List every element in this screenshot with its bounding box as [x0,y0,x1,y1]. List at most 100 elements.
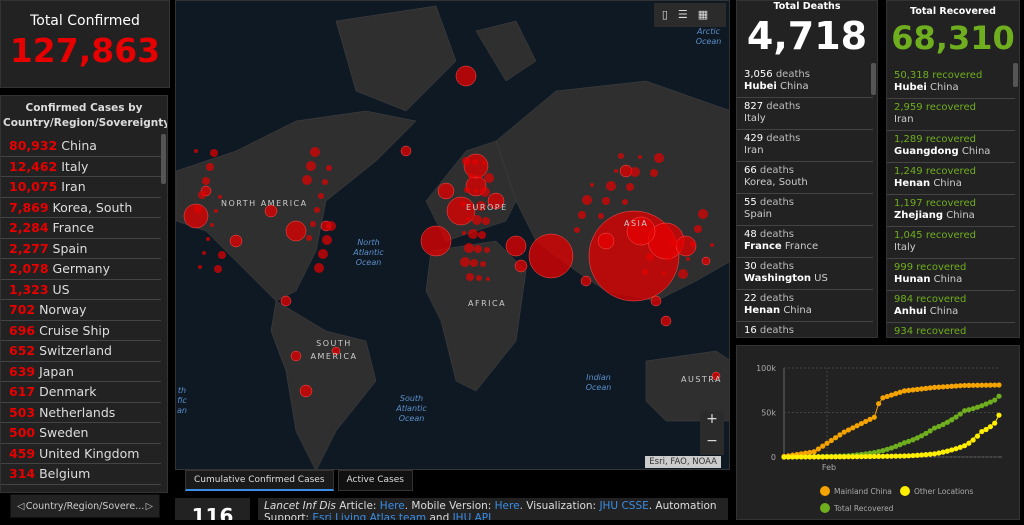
case-bubble[interactable] [642,269,648,275]
case-bubble[interactable] [666,255,672,261]
data-point[interactable] [815,454,821,460]
data-point[interactable] [798,454,804,460]
case-bubble[interactable] [464,187,470,193]
data-point[interactable] [923,430,929,437]
case-bubble[interactable] [466,217,470,221]
data-point[interactable] [944,383,950,390]
data-point[interactable] [811,454,817,460]
case-bubble[interactable] [618,153,624,159]
deaths-item[interactable]: 3,056 deaths Hubei China [737,66,873,98]
data-point[interactable] [837,432,843,438]
case-bubble[interactable] [598,213,604,219]
data-point[interactable] [833,435,839,441]
list-item[interactable]: 2,078 Germany [1,259,161,280]
recovered-item[interactable]: 50,318 recovered Hubei China [887,67,1015,99]
data-point[interactable] [828,454,834,460]
data-point[interactable] [828,437,834,444]
case-bubble[interactable] [678,269,688,279]
case-bubble[interactable] [466,273,474,281]
case-bubble[interactable] [602,197,610,205]
case-bubble[interactable] [606,181,616,191]
case-bubble[interactable] [468,229,478,239]
case-bubble[interactable] [482,217,490,225]
data-point[interactable] [927,385,933,391]
case-bubble[interactable] [480,187,490,197]
data-point[interactable] [781,454,787,460]
data-point[interactable] [785,454,791,460]
data-point[interactable] [953,414,959,420]
data-point[interactable] [893,443,899,449]
data-point[interactable] [987,424,993,430]
case-bubble[interactable] [662,271,666,275]
case-bubble[interactable] [480,261,486,267]
case-bubble[interactable] [646,253,654,261]
data-point[interactable] [979,382,985,388]
list-item[interactable]: 7,869 Korea, South [1,198,161,218]
data-point[interactable] [962,443,968,449]
data-point[interactable] [850,425,856,431]
case-bubble[interactable] [622,199,628,205]
case-bubble[interactable] [420,225,452,257]
data-point[interactable] [927,451,933,457]
case-bubble[interactable] [202,177,210,185]
list-item[interactable]: 702 Norway [1,300,161,321]
list-item[interactable]: 639 Japan [1,362,161,382]
data-point[interactable] [919,433,925,439]
data-point[interactable] [790,454,796,460]
data-point[interactable] [910,437,916,443]
data-point[interactable] [983,382,989,388]
case-bubble[interactable] [590,183,594,187]
data-point[interactable] [992,420,998,426]
data-point[interactable] [940,384,946,390]
data-point[interactable] [919,452,925,458]
data-point[interactable] [970,405,976,412]
data-point[interactable] [987,399,993,405]
case-bubble[interactable] [514,259,528,273]
data-point[interactable] [897,442,903,448]
case-bubble[interactable] [482,161,486,165]
case-bubble[interactable] [229,234,243,248]
data-point[interactable] [897,453,903,459]
recovered-item[interactable]: 1,197 recovered Zhejiang China [887,195,1015,227]
case-bubble[interactable] [463,153,489,179]
data-point[interactable] [923,385,929,391]
case-bubble[interactable] [476,275,482,281]
data-point[interactable] [858,453,864,460]
data-point[interactable] [979,428,985,435]
list-icon[interactable]: ☰ [677,8,698,21]
case-bubble[interactable] [670,239,678,247]
list-item[interactable]: 503 Netherlands [1,403,161,423]
data-point[interactable] [953,446,959,452]
recovered-item[interactable]: 2,959 recovered Iran [887,99,1015,131]
bookmark-icon[interactable]: ▯ [661,8,678,21]
case-bubble[interactable] [630,167,640,177]
deaths-item[interactable]: 48 deaths France France [737,226,873,258]
data-point[interactable] [880,395,886,401]
case-bubble[interactable] [476,201,486,211]
data-point[interactable] [996,412,1002,418]
data-point[interactable] [824,454,830,460]
case-bubble[interactable] [218,251,226,259]
data-point[interactable] [949,383,955,389]
data-point[interactable] [919,386,925,392]
case-bubble[interactable] [455,65,477,87]
data-point[interactable] [906,438,912,444]
data-point[interactable] [884,446,890,452]
list-item[interactable]: 314 Belgium [1,464,161,485]
data-point[interactable] [957,383,963,389]
case-bubble[interactable] [484,247,490,253]
deaths-item[interactable]: 66 deaths Korea, South [737,162,873,194]
case-bubble[interactable] [711,371,721,381]
data-point[interactable] [974,404,981,410]
data-point[interactable] [931,425,938,431]
zoom-out-button[interactable]: − [700,433,724,455]
data-point[interactable] [910,452,916,459]
data-point[interactable] [841,429,847,435]
data-point[interactable] [901,388,907,394]
recovered-item[interactable]: 1,045 recovered Italy [887,227,1015,259]
case-bubble[interactable] [650,295,662,307]
case-bubble[interactable] [690,241,696,247]
data-point[interactable] [962,382,968,389]
case-bubble[interactable] [462,157,470,165]
data-point[interactable] [841,454,847,460]
